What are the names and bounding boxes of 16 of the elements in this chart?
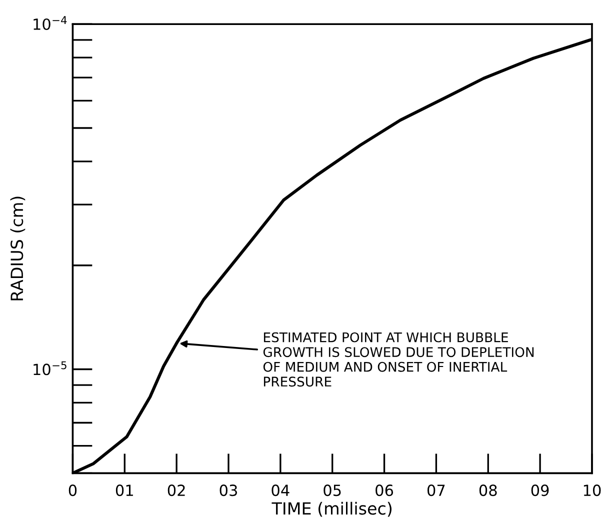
x-axis-title: TIME (millisec) (272, 502, 392, 517)
x-tick-label: 03 (220, 484, 237, 496)
x-tick-label: 08 (479, 484, 497, 496)
y-axis-title: RADIUS (cm) (10, 196, 26, 300)
x-tick-label: 07 (427, 484, 445, 496)
x-tick-label: 10 (584, 484, 601, 496)
x-tick-label: 0 (68, 484, 77, 496)
annotation: ESTIMATED POINT AT WHICH BUBBLE GROWTH IS SLOWED DUE TO DEPLETION OF MEDIUM AND ONSET OF INERTIAL PRESSURE (263, 332, 534, 387)
x-tick-label: 05 (324, 484, 341, 496)
x-tick-label: 09 (531, 484, 549, 496)
x-tick-label: 01 (116, 484, 133, 496)
x-tick-label: 02 (168, 484, 185, 496)
y-tick-label: 10$^{−4}$ (34, 16, 67, 30)
x-tick-label: 06 (376, 484, 394, 496)
y-tick-label: 10$^{−5}$ (34, 361, 66, 376)
x-tick-label: 04 (272, 484, 290, 496)
